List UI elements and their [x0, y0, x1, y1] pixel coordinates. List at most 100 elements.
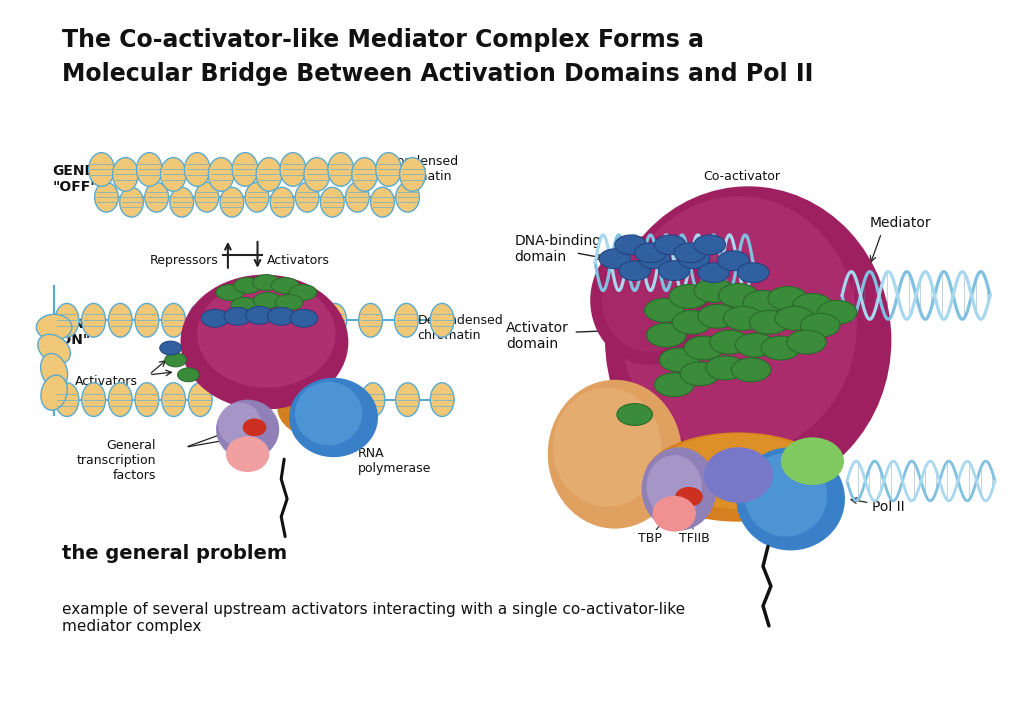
- Text: GENE
"OFF": GENE "OFF": [52, 164, 98, 194]
- Ellipse shape: [697, 263, 729, 282]
- Ellipse shape: [749, 311, 788, 334]
- Ellipse shape: [717, 251, 749, 270]
- Ellipse shape: [816, 301, 856, 324]
- Ellipse shape: [296, 182, 319, 212]
- Ellipse shape: [245, 182, 269, 212]
- Ellipse shape: [652, 496, 695, 532]
- Ellipse shape: [744, 453, 826, 537]
- Ellipse shape: [55, 383, 78, 417]
- Ellipse shape: [760, 336, 800, 360]
- Ellipse shape: [232, 152, 258, 186]
- Ellipse shape: [38, 335, 70, 364]
- Ellipse shape: [395, 182, 419, 212]
- Text: Pol II: Pol II: [871, 500, 904, 514]
- Ellipse shape: [641, 448, 716, 531]
- Ellipse shape: [160, 341, 181, 355]
- Ellipse shape: [41, 354, 67, 388]
- Ellipse shape: [55, 304, 78, 337]
- Ellipse shape: [675, 487, 702, 507]
- Ellipse shape: [160, 157, 185, 191]
- Ellipse shape: [359, 304, 382, 337]
- Ellipse shape: [218, 402, 261, 446]
- Ellipse shape: [709, 330, 749, 354]
- Ellipse shape: [189, 383, 212, 417]
- Ellipse shape: [271, 277, 299, 294]
- Ellipse shape: [95, 182, 118, 212]
- Ellipse shape: [616, 404, 652, 426]
- Ellipse shape: [327, 152, 354, 186]
- Ellipse shape: [731, 358, 770, 382]
- Text: DNA-binding
domain: DNA-binding domain: [514, 234, 601, 264]
- Text: Mediator: Mediator: [233, 340, 294, 354]
- Ellipse shape: [634, 243, 665, 263]
- Ellipse shape: [604, 186, 891, 494]
- Text: Activators: Activators: [267, 254, 330, 268]
- Ellipse shape: [345, 182, 369, 212]
- Ellipse shape: [774, 306, 813, 330]
- Ellipse shape: [736, 448, 844, 551]
- Ellipse shape: [108, 383, 132, 417]
- Ellipse shape: [697, 304, 737, 328]
- Ellipse shape: [82, 304, 105, 337]
- Ellipse shape: [638, 249, 669, 269]
- Ellipse shape: [370, 187, 394, 217]
- Ellipse shape: [230, 297, 258, 313]
- Ellipse shape: [177, 368, 199, 382]
- Ellipse shape: [672, 311, 711, 334]
- Ellipse shape: [233, 277, 261, 294]
- Ellipse shape: [722, 306, 762, 330]
- Ellipse shape: [41, 375, 67, 410]
- Ellipse shape: [112, 157, 139, 191]
- Ellipse shape: [375, 152, 401, 186]
- Ellipse shape: [82, 383, 105, 417]
- Ellipse shape: [197, 280, 335, 388]
- Ellipse shape: [216, 285, 244, 301]
- Ellipse shape: [180, 275, 348, 409]
- Ellipse shape: [288, 378, 378, 457]
- Ellipse shape: [291, 383, 316, 417]
- Ellipse shape: [674, 243, 705, 263]
- Ellipse shape: [786, 330, 825, 354]
- Text: example of several upstream activators interacting with a single co-activator-li: example of several upstream activators i…: [62, 602, 685, 634]
- Ellipse shape: [743, 290, 782, 314]
- Ellipse shape: [164, 353, 186, 367]
- Ellipse shape: [792, 294, 832, 317]
- Text: Condensed
chromatin: Condensed chromatin: [387, 155, 458, 184]
- Ellipse shape: [320, 187, 343, 217]
- Ellipse shape: [693, 235, 725, 255]
- Ellipse shape: [216, 400, 279, 459]
- Text: TAFs: TAFs: [576, 452, 613, 470]
- Ellipse shape: [598, 249, 630, 269]
- Ellipse shape: [619, 261, 650, 280]
- Text: Mediator: Mediator: [869, 216, 930, 230]
- Ellipse shape: [243, 419, 266, 436]
- Ellipse shape: [693, 279, 733, 302]
- Ellipse shape: [703, 448, 772, 503]
- Ellipse shape: [658, 348, 698, 372]
- Ellipse shape: [195, 182, 218, 212]
- Ellipse shape: [289, 309, 318, 327]
- Ellipse shape: [108, 304, 132, 337]
- Ellipse shape: [89, 152, 114, 186]
- Ellipse shape: [119, 187, 144, 217]
- Text: TFIIE: TFIIE: [798, 456, 825, 466]
- Ellipse shape: [552, 388, 660, 507]
- Ellipse shape: [275, 294, 303, 311]
- Text: GENE
"ON": GENE "ON": [52, 317, 94, 347]
- Ellipse shape: [656, 433, 818, 509]
- Ellipse shape: [277, 378, 356, 437]
- Text: Co-activator: Co-activator: [702, 170, 780, 183]
- Ellipse shape: [654, 373, 693, 397]
- Text: The Co-activator-like Mediator Complex Forms a: The Co-activator-like Mediator Complex F…: [62, 28, 703, 52]
- Ellipse shape: [780, 437, 843, 485]
- Ellipse shape: [137, 152, 162, 186]
- Text: Decondensed
chromatin: Decondensed chromatin: [417, 314, 502, 342]
- Ellipse shape: [294, 382, 362, 445]
- Ellipse shape: [614, 235, 646, 255]
- Ellipse shape: [644, 432, 832, 522]
- Text: the general problem: the general problem: [62, 544, 287, 563]
- Ellipse shape: [145, 182, 168, 212]
- Ellipse shape: [646, 455, 701, 519]
- Ellipse shape: [184, 152, 210, 186]
- Ellipse shape: [220, 187, 244, 217]
